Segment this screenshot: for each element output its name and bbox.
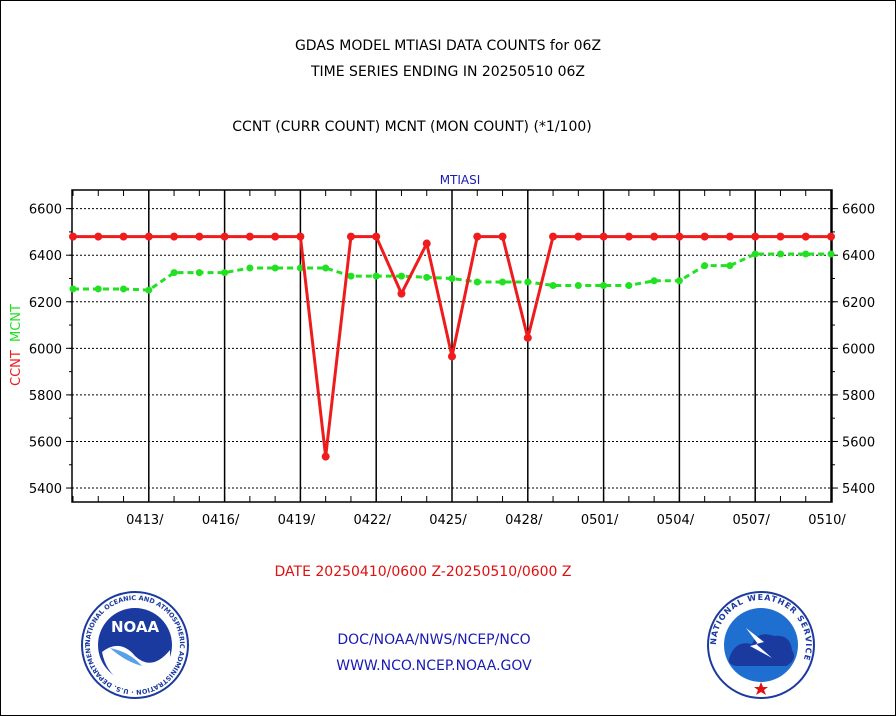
y-tick-label: 6600 [29,203,62,218]
y-tick-label-right: 5800 [842,389,875,404]
y-tick-label: 6000 [29,342,62,357]
data-point-ccnt [523,333,532,342]
y-tick-label-right: 6600 [842,203,875,218]
data-point-mcnt [726,262,734,270]
x-tick-label: 0428/ [505,513,543,528]
data-point-mcnt [145,286,153,294]
data-point-ccnt [321,452,330,461]
data-point-mcnt [827,250,835,258]
y-tick-label-right: 6000 [842,342,875,357]
data-point-mcnt [221,269,229,277]
data-point-ccnt [827,232,835,241]
y-tick-label: 5600 [29,435,62,450]
data-point-ccnt [776,232,785,241]
data-point-mcnt [271,264,279,272]
data-point-mcnt [170,269,178,277]
date-range-label: DATE 20250410/0600 Z-20250510/0600 Z [274,564,572,580]
data-point-mcnt [675,277,683,285]
x-tick-label: 0507/ [732,513,770,528]
data-point-mcnt [499,278,507,286]
x-tick-label: 0413/ [126,513,164,528]
data-point-mcnt [600,281,608,289]
data-point-ccnt [700,232,709,241]
data-point-mcnt [423,273,431,281]
plot-title: MTIASI [440,173,481,187]
data-point-mcnt [296,264,304,272]
x-tick-label: 0422/ [353,513,391,528]
data-point-ccnt [624,232,633,241]
data-point-mcnt [776,250,784,258]
chart-plot: 5400 5400 5600 5600 5800 5800 6000 6000 6200 6200… [9,173,875,528]
data-point-ccnt [69,232,77,241]
org-label: DOC/NOAA/NWS/NCEP/NCO [337,632,531,648]
data-point-mcnt [574,281,582,289]
y-tick-label: 5400 [29,482,62,497]
data-point-ccnt [422,239,431,248]
data-point-ccnt [346,232,355,241]
chart-title-line1: GDAS MODEL MTIASI DATA COUNTS for 06Z [294,38,602,54]
data-point-ccnt [599,232,608,241]
data-point-ccnt [220,232,229,241]
noaa-logo: NOAA NATIONAL OCEANIC AND ATMOSPHERIC AD… [80,590,189,699]
noaa-logo-text: NOAA [111,618,160,636]
data-point-ccnt [725,232,734,241]
data-point-ccnt [245,232,254,241]
y-axis-label-mcnt: MCNT [9,304,24,342]
data-point-mcnt [448,274,456,282]
data-point-mcnt [372,272,380,280]
chart-subtitle: CCNT (CURR COUNT) MCNT (MON COUNT) (*1/1… [232,119,592,135]
x-tick-label: 0416/ [202,513,240,528]
data-point-ccnt [574,232,583,241]
y-tick-label-right: 5400 [842,482,875,497]
data-point-mcnt [524,278,532,286]
data-point-ccnt [296,232,305,241]
data-point-ccnt [448,352,456,361]
data-point-mcnt [246,264,254,272]
x-tick-label: 0419/ [278,513,316,528]
data-point-ccnt [372,232,381,241]
data-point-mcnt [473,278,481,286]
data-point-ccnt [801,232,810,241]
y-axis-label-ccnt: CCNT [9,350,24,386]
data-point-ccnt [675,232,684,241]
data-point-ccnt [498,232,507,241]
url-label: WWW.NCO.NCEP.NOAA.GOV [336,658,532,674]
data-point-mcnt [751,250,759,258]
data-point-mcnt [549,281,557,289]
data-point-ccnt [119,232,128,241]
nws-logo: NATIONAL WEATHER SERVICE [707,591,815,699]
data-point-mcnt [625,281,633,289]
data-point-mcnt [397,272,405,280]
data-point-ccnt [549,232,558,241]
data-point-ccnt [170,232,179,241]
data-point-ccnt [144,232,153,241]
x-tick-label: 0501/ [581,513,619,528]
data-point-mcnt [195,269,203,277]
x-tick-label: 0425/ [429,513,467,528]
data-point-mcnt [650,277,658,285]
data-point-mcnt [347,272,355,280]
data-point-mcnt [802,250,810,258]
data-point-ccnt [195,232,204,241]
y-tick-label-right: 5600 [842,435,875,450]
y-tick-label: 6400 [29,249,62,264]
data-point-ccnt [397,289,406,298]
chart-title-line2: TIME SERIES ENDING IN 20250510 06Z [311,64,585,80]
data-point-mcnt [701,262,709,270]
data-point-ccnt [650,232,659,241]
y-tick-label-right: 6200 [842,296,875,311]
data-point-ccnt [473,232,482,241]
data-point-ccnt [751,232,760,241]
data-point-ccnt [271,232,280,241]
data-point-mcnt [322,264,330,272]
y-tick-label-right: 6400 [842,249,875,264]
data-point-mcnt [69,285,77,293]
data-point-mcnt [94,285,102,293]
data-point-ccnt [94,232,103,241]
data-point-mcnt [120,285,128,293]
x-tick-label: 0510/ [808,513,846,528]
x-tick-label: 0504/ [657,513,695,528]
y-tick-label: 5800 [29,389,62,404]
y-tick-label: 6200 [29,296,62,311]
